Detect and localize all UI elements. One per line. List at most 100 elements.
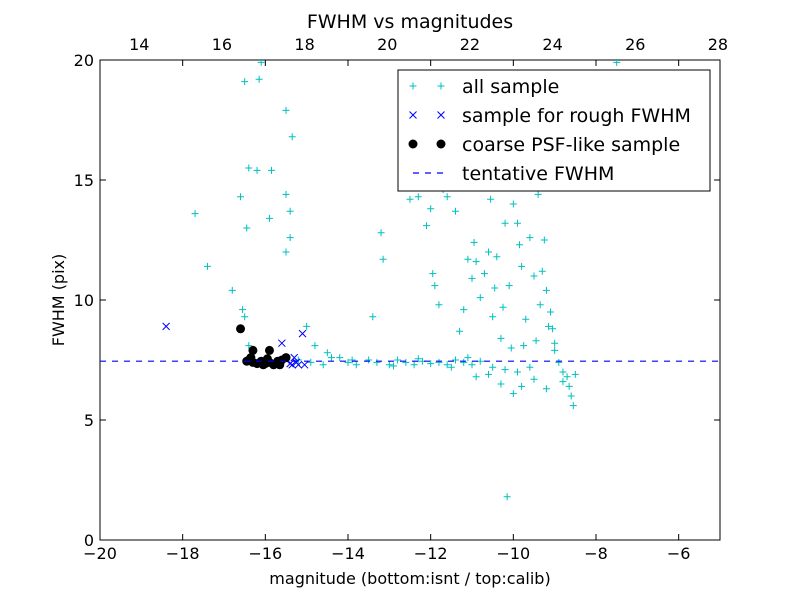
x-axis-label: magnitude (bottom:isnt / top:calib) bbox=[269, 569, 550, 588]
all-sample-point bbox=[344, 358, 352, 366]
all-sample-point bbox=[464, 255, 472, 263]
all-sample-point bbox=[526, 234, 534, 242]
all-sample-point bbox=[497, 380, 505, 388]
all-sample-point bbox=[513, 219, 521, 227]
all-sample-point bbox=[547, 308, 555, 316]
all-sample-point bbox=[447, 363, 455, 371]
rough-fwhm-point bbox=[290, 353, 299, 362]
rough-fwhm-point bbox=[278, 339, 286, 348]
legend: all sample sample for rough FWHM coarse … bbox=[397, 69, 711, 192]
all-sample-point bbox=[501, 219, 509, 227]
all-sample-point bbox=[518, 262, 526, 270]
all-sample-point bbox=[460, 306, 468, 314]
all-sample-point bbox=[245, 342, 253, 350]
all-sample-point bbox=[414, 193, 422, 201]
all-sample-point bbox=[435, 358, 443, 366]
all-sample-point bbox=[542, 286, 550, 294]
all-sample-point bbox=[369, 313, 377, 321]
legend-marker-rough-fwhm bbox=[437, 111, 445, 119]
all-sample-point bbox=[245, 164, 253, 172]
legend-marker-all-sample bbox=[437, 82, 445, 90]
all-sample-point bbox=[501, 366, 509, 374]
all-sample-point bbox=[499, 303, 507, 311]
x-tick-label: −14 bbox=[331, 544, 365, 563]
all-sample-point bbox=[505, 282, 513, 290]
all-sample-point bbox=[468, 361, 476, 369]
all-sample-point bbox=[549, 325, 557, 333]
all-sample-point bbox=[493, 253, 501, 261]
all-sample-point bbox=[243, 224, 251, 232]
all-sample-point bbox=[435, 301, 443, 309]
top-x-tick-label: 14 bbox=[129, 35, 149, 54]
psf-like-point bbox=[275, 360, 285, 370]
all-sample-point bbox=[540, 236, 548, 244]
all-sample-point bbox=[319, 361, 327, 369]
all-sample-point bbox=[451, 356, 459, 364]
psf-like-point bbox=[258, 360, 268, 370]
rough-fwhm-point bbox=[298, 329, 307, 338]
top-x-tick-label: 20 bbox=[377, 35, 397, 54]
all-sample-point bbox=[613, 58, 621, 66]
all-sample-point bbox=[241, 313, 249, 321]
all-sample-point bbox=[565, 382, 573, 390]
all-sample-point bbox=[526, 363, 534, 371]
rough-fwhm-point bbox=[300, 360, 309, 369]
all-sample-point bbox=[241, 78, 249, 86]
top-x-tick-label: 22 bbox=[460, 35, 480, 54]
all-sample-point bbox=[282, 190, 290, 198]
all-sample-point bbox=[443, 193, 451, 201]
all-sample-point bbox=[431, 282, 439, 290]
all-sample-point bbox=[191, 210, 199, 218]
all-sample-point bbox=[265, 214, 273, 222]
all-sample-point bbox=[485, 370, 493, 378]
y-tick-label: 0 bbox=[84, 531, 94, 550]
all-sample-point bbox=[464, 354, 472, 362]
all-sample-point bbox=[327, 354, 335, 362]
all-sample-point bbox=[489, 313, 497, 321]
all-sample-point bbox=[563, 373, 571, 381]
all-sample-point bbox=[480, 270, 488, 278]
y-tick-label: 20 bbox=[74, 51, 94, 70]
all-sample-point bbox=[460, 358, 468, 366]
legend-box bbox=[397, 69, 711, 192]
data-layer bbox=[100, 58, 720, 501]
all-sample-point bbox=[311, 342, 319, 350]
legend-label-all-sample: all sample bbox=[462, 76, 559, 98]
all-sample-point bbox=[532, 337, 540, 345]
y-tick-label: 10 bbox=[74, 291, 94, 310]
rough-fwhm-point bbox=[162, 322, 170, 331]
rough-fwhm-point bbox=[294, 360, 303, 369]
all-sample-point bbox=[536, 301, 544, 309]
all-sample-point bbox=[534, 190, 542, 198]
all-sample-point bbox=[286, 234, 294, 242]
legend-marker-psf-like bbox=[436, 139, 446, 149]
tick-marks: −20 −18 −16 −14 −12 −10 −8 −6 14 16 18 20 22 24 26 28 0 5… bbox=[74, 35, 728, 563]
all-sample-point bbox=[257, 58, 265, 66]
all-sample-point bbox=[518, 382, 526, 390]
all-sample-point bbox=[423, 222, 431, 230]
x-tick-label: −16 bbox=[248, 544, 282, 563]
all-sample-point bbox=[559, 368, 567, 376]
all-sample-point bbox=[414, 355, 422, 363]
all-sample-point bbox=[559, 378, 567, 386]
all-sample-point bbox=[365, 356, 373, 364]
y-tick-label: 15 bbox=[74, 171, 94, 190]
all-sample-point bbox=[472, 258, 480, 266]
all-sample-point bbox=[237, 193, 245, 201]
all-sample-point bbox=[551, 339, 559, 347]
all-sample-point bbox=[516, 241, 524, 249]
rough-fwhm-point bbox=[288, 360, 297, 369]
all-sample-point bbox=[427, 360, 435, 368]
all-sample-point bbox=[282, 248, 290, 256]
all-sample-point bbox=[282, 106, 290, 114]
legend-label-rough-fwhm: sample for rough FWHM bbox=[462, 105, 691, 127]
all-sample-point bbox=[410, 361, 418, 369]
psf-like-point bbox=[264, 345, 274, 355]
legend-markers bbox=[408, 82, 446, 174]
all-sample-point bbox=[485, 248, 493, 256]
all-sample-point bbox=[429, 270, 437, 278]
all-sample-point bbox=[472, 373, 480, 381]
legend-label-tentative-fwhm: tentative FWHM bbox=[462, 163, 614, 185]
all-sample-point bbox=[253, 166, 261, 174]
